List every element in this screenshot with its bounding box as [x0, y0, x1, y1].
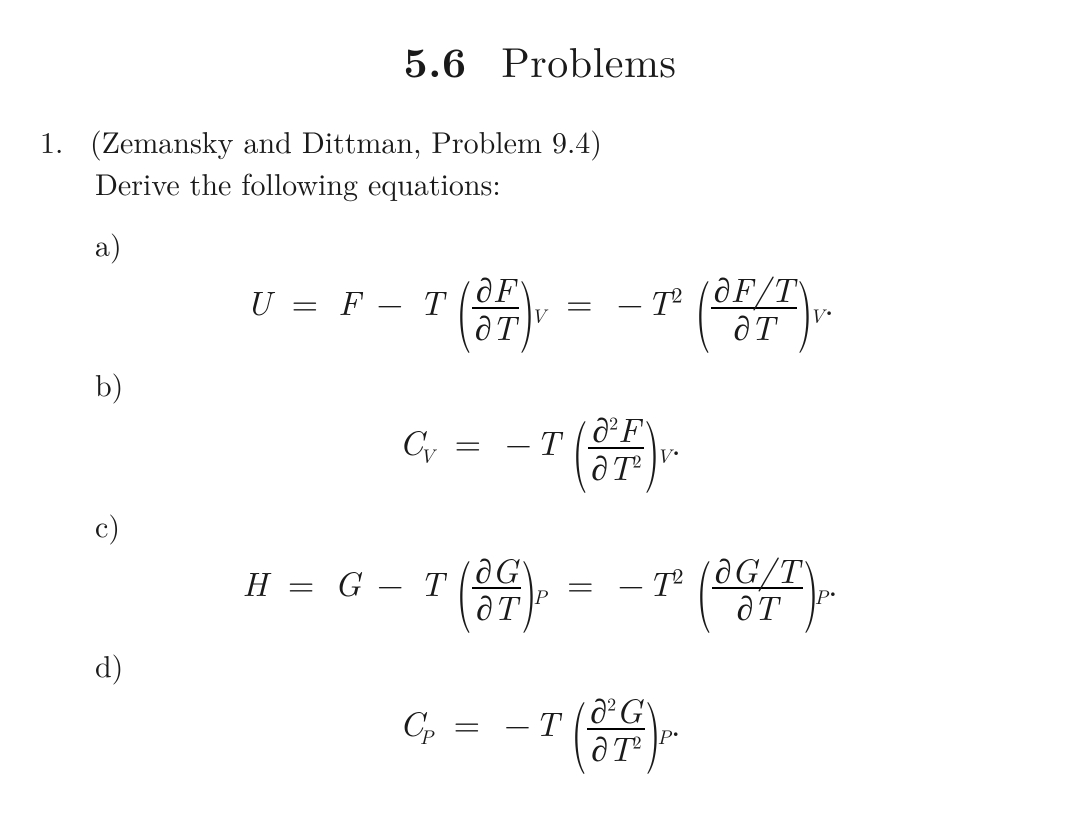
part-d-label: d): [95, 643, 1040, 686]
part-c-label: c): [95, 503, 1040, 546]
problem-source: (Zemansky and Dittman, Problem 9.4): [90, 119, 602, 162]
equation-c: H = G − T ( ∂G ∂T )P = −T2 ( ∂G/T ∂T )P.: [40, 552, 1040, 625]
equation-d: CP = −T ( ∂2G ∂T2 )P.: [40, 692, 1040, 765]
section-number: 5.6: [404, 30, 467, 90]
problem-intro: 1. (Zemansky and Dittman, Problem 9.4) D…: [40, 120, 1040, 204]
section-title-text: Problems: [501, 31, 676, 90]
part-b-label: b): [95, 362, 1040, 405]
problem-instruction: Derive the following equations:: [95, 162, 501, 204]
part-a-label: a): [95, 222, 1040, 265]
problem-number: 1.: [40, 120, 80, 162]
section-heading: 5.6 Problems: [40, 30, 1040, 90]
equation-a: U = F − T ( ∂F ∂T )V = −T2 ( ∂F/T ∂T )V.: [40, 271, 1040, 344]
equation-b: CV = −T ( ∂2F ∂T2 )V.: [40, 411, 1040, 484]
